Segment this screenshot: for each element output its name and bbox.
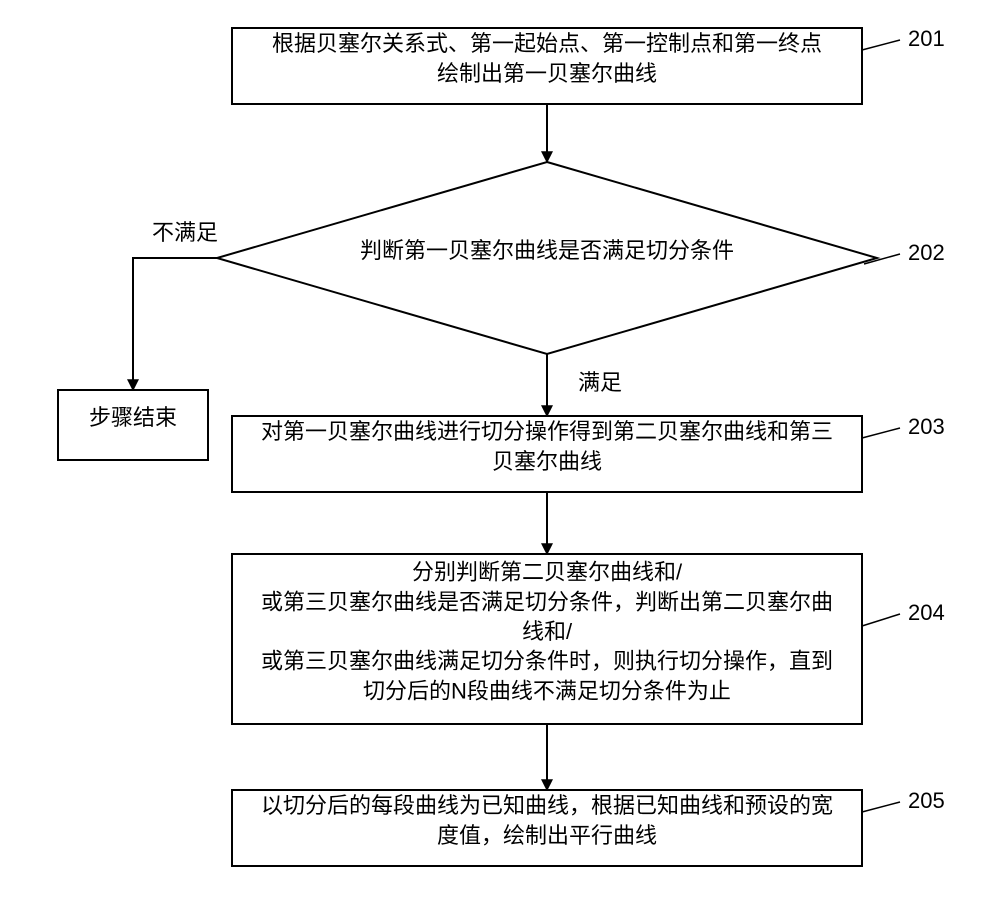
step-tag: 202 — [908, 240, 945, 265]
step-tag: 204 — [908, 600, 945, 625]
svg-text:以切分后的每段曲线为已知曲线，根据已知曲线和预设的宽度值，绘: 以切分后的每段曲线为已知曲线，根据已知曲线和预设的宽度值，绘制出平行曲线 — [261, 793, 833, 848]
svg-text:对第一贝塞尔曲线进行切分操作得到第二贝塞尔曲线和第三贝塞尔曲: 对第一贝塞尔曲线进行切分操作得到第二贝塞尔曲线和第三贝塞尔曲线 — [261, 419, 833, 474]
step-tag: 203 — [908, 414, 945, 439]
edge-2 — [133, 258, 217, 390]
edge-label: 满足 — [578, 370, 622, 395]
svg-text:步骤结束: 步骤结束 — [89, 405, 177, 430]
leader-0 — [862, 40, 900, 50]
leader-3 — [862, 614, 900, 626]
svg-text:判断第一贝塞尔曲线是否满足切分条件: 判断第一贝塞尔曲线是否满足切分条件 — [360, 238, 734, 263]
leader-4 — [862, 802, 900, 812]
step-tag: 201 — [908, 26, 945, 51]
svg-text:根据贝塞尔关系式、第一起始点、第一控制点和第一终点绘制出第一: 根据贝塞尔关系式、第一起始点、第一控制点和第一终点绘制出第一贝塞尔曲线 — [272, 31, 822, 86]
leader-2 — [862, 428, 900, 438]
edge-label: 不满足 — [152, 220, 218, 245]
step-tag: 205 — [908, 788, 945, 813]
flowchart-canvas: 201 根据贝塞尔关系式、第一起始点、第一控制点和第一终点绘制出第一贝塞尔曲线 20… — [0, 0, 1000, 904]
svg-text:分别判断第二贝塞尔曲线和/或第三贝塞尔曲线是否满足切分条件，: 分别判断第二贝塞尔曲线和/或第三贝塞尔曲线是否满足切分条件，判断出第二贝塞尔曲线… — [261, 560, 833, 704]
